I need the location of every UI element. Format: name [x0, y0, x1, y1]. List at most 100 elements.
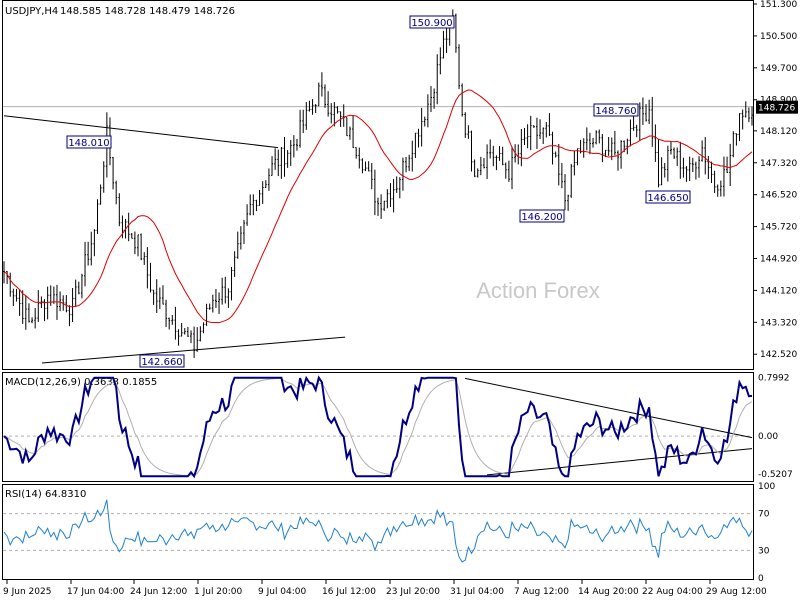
- candle: [673, 147, 676, 159]
- candle: [127, 212, 130, 242]
- candle: [227, 288, 230, 308]
- candle: [18, 289, 21, 316]
- macd-y-tick-label: 0.00: [758, 432, 778, 442]
- candle: [143, 252, 146, 265]
- extreme-label: 146.200: [519, 209, 565, 223]
- candle: [289, 139, 292, 166]
- y-tick-label: 147.320: [760, 159, 797, 169]
- x-tick-label: 9 Jul 04:00: [258, 587, 307, 597]
- candle: [80, 273, 83, 299]
- candle: [454, 13, 457, 53]
- candle: [37, 290, 40, 322]
- candle: [666, 145, 669, 182]
- candle: [324, 84, 327, 108]
- svg-text:148.010: 148.010: [68, 138, 109, 149]
- candle: [242, 219, 245, 245]
- y-tick-label: 149.700: [760, 64, 797, 74]
- rsi-frame: [2, 484, 754, 580]
- candle: [31, 317, 34, 324]
- candle: [115, 180, 118, 205]
- candle: [218, 292, 221, 314]
- candle: [735, 133, 738, 146]
- y-tick-label: 151.300: [760, 0, 797, 10]
- candles: [3, 9, 753, 358]
- candle: [118, 193, 121, 227]
- candle: [295, 139, 298, 151]
- y-tick-label: 144.920: [760, 254, 797, 264]
- y-tick-label: 144.120: [760, 286, 797, 296]
- candle: [9, 272, 12, 297]
- extreme-label: 148.760: [593, 103, 639, 117]
- candle: [336, 106, 339, 114]
- candle: [333, 102, 336, 127]
- candle: [719, 180, 722, 197]
- candle: [71, 288, 74, 323]
- candle: [414, 132, 417, 158]
- candle: [498, 146, 501, 161]
- x-tick-label: 7 Aug 12:00: [514, 587, 569, 597]
- macd-y-axis: 0.7992 0.00 -0.5207: [758, 374, 793, 480]
- candle: [726, 156, 729, 173]
- x-tick-label: 23 Jul 20:00: [386, 587, 440, 597]
- candle: [392, 178, 395, 213]
- candle: [96, 199, 99, 234]
- candle: [629, 119, 632, 147]
- candle: [648, 99, 651, 125]
- x-tick-label: 29 Aug 12:00: [706, 587, 767, 597]
- macd-triangle: [464, 377, 753, 476]
- candle: [473, 159, 476, 178]
- candle: [464, 112, 467, 138]
- candle: [688, 156, 691, 182]
- candle: [214, 288, 217, 308]
- candle: [146, 247, 149, 289]
- candle: [722, 156, 725, 197]
- candle: [236, 231, 239, 259]
- y-tick-label: 145.720: [760, 223, 797, 233]
- candle: [274, 148, 277, 170]
- y-tick-label: 148.120: [760, 127, 797, 137]
- candle: [252, 194, 255, 216]
- candle: [669, 141, 672, 155]
- candle: [311, 99, 314, 115]
- candle: [511, 146, 514, 190]
- svg-text:150.900: 150.900: [411, 18, 452, 29]
- ohlc-label: 148.585 148.728 148.479 148.726: [60, 6, 235, 17]
- candle: [495, 155, 498, 171]
- candle: [21, 290, 24, 324]
- candle: [557, 143, 560, 186]
- candle: [654, 124, 657, 162]
- candle: [638, 102, 641, 142]
- candle: [710, 161, 713, 184]
- upper-trendline: [3, 115, 279, 149]
- candle: [429, 86, 432, 113]
- candle: [68, 305, 71, 327]
- candle: [255, 199, 258, 212]
- x-tick-label: 17 Jun 04:00: [67, 587, 124, 597]
- last-price-box-bg: [756, 100, 798, 114]
- candle: [314, 104, 317, 113]
- macd-label: MACD(12,26,9) 0.3633 0.1855: [5, 377, 157, 388]
- macd-frame: [2, 372, 754, 482]
- candle: [330, 103, 333, 124]
- candle: [261, 181, 264, 204]
- candle: [529, 115, 532, 151]
- candle: [479, 156, 482, 176]
- candle: [355, 147, 358, 159]
- candle: [386, 189, 389, 209]
- extreme-label: 146.650: [645, 190, 691, 204]
- candle: [174, 306, 177, 340]
- candle: [305, 102, 308, 130]
- candle: [679, 141, 682, 179]
- candle: [327, 91, 330, 117]
- candle: [102, 161, 105, 193]
- candle: [616, 150, 619, 171]
- candle: [233, 251, 236, 277]
- rsi-y-tick-label: 0: [758, 574, 764, 584]
- candle: [280, 147, 283, 179]
- candle: [196, 327, 199, 352]
- candle: [585, 127, 588, 151]
- candle: [607, 137, 610, 156]
- candle: [361, 158, 364, 174]
- macd-panel: MACD(12,26,9) 0.3633 0.1855 0.7992 0.00 -0…: [2, 372, 793, 482]
- candle: [358, 147, 361, 169]
